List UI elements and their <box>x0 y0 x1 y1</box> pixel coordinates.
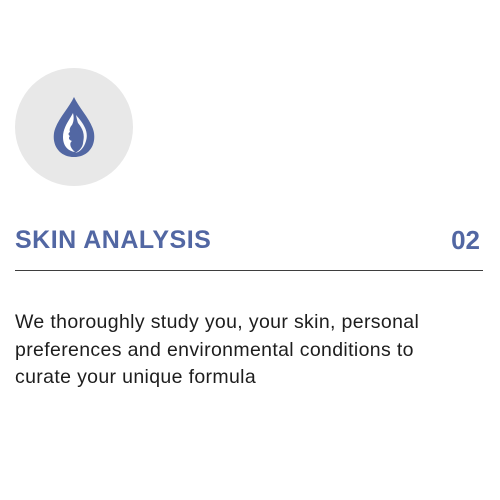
step-number: 02 <box>451 225 480 255</box>
title-row: SKIN ANALYSIS 02 <box>15 220 483 260</box>
section-description: We thoroughly study you, your skin, pers… <box>15 311 420 388</box>
section-divider <box>15 270 483 271</box>
water-drop-face-icon <box>53 97 95 157</box>
section-title: SKIN ANALYSIS <box>15 225 212 254</box>
icon-circle <box>15 68 133 186</box>
